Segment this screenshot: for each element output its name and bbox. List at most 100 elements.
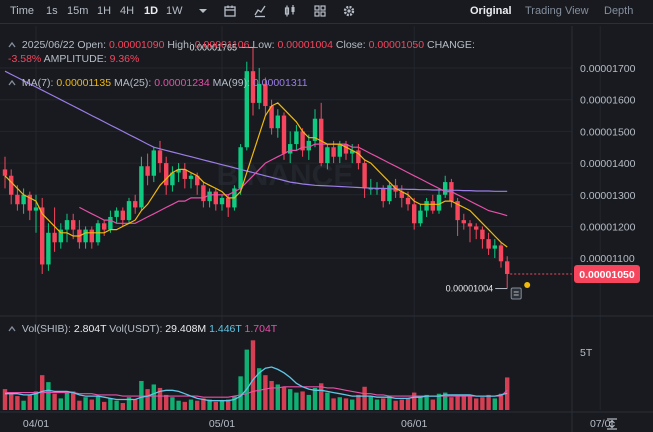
ma99-value: 0.00001311 <box>252 77 308 89</box>
interval-1w[interactable]: 1W <box>166 5 183 17</box>
volume-bar-62 <box>387 396 392 410</box>
price-axis[interactable]: 0.00001700 0.00001600 0.00001500 0.00001400… <box>580 63 636 359</box>
book-icon-frame <box>510 287 522 300</box>
volume-bar-67 <box>418 396 423 410</box>
candle-body-79 <box>492 245 497 249</box>
price-tick-label-6: 0.00001100 <box>580 253 635 265</box>
candle-body-31 <box>195 175 200 186</box>
watermark-text: BINANCE <box>217 159 354 192</box>
volume-bar-79 <box>492 398 497 410</box>
price-tick-label-0: 0.00001700 <box>580 63 636 75</box>
volume-bar-33 <box>207 399 212 410</box>
candle-body-48 <box>300 131 305 151</box>
ohlc-legend-row2: -3.58% AMPLITUDE: 9.36% <box>8 53 139 65</box>
volume-bar-48 <box>300 391 305 410</box>
candle-body-2 <box>15 194 20 205</box>
interval-15m[interactable]: 15m <box>67 5 89 17</box>
ohlc-amplitude-value: 9.36% <box>109 53 140 65</box>
volume-bar-27 <box>170 397 175 410</box>
volume-bar-29 <box>182 401 187 410</box>
ohlc-change-value: -3.58% <box>8 53 42 65</box>
volume-bar-18 <box>114 400 119 410</box>
candle-body-52 <box>325 147 330 164</box>
volume-bar-47 <box>294 392 299 410</box>
last-price-label: 0.00001050 <box>579 269 635 281</box>
candle-body-43 <box>269 106 274 129</box>
volume-bar-28 <box>176 400 181 410</box>
candle-body-27 <box>170 172 175 186</box>
candle-body-67 <box>418 210 423 224</box>
high-marker-label: 0.00001765 <box>189 42 237 52</box>
view-tradingview-tab[interactable]: Trading View <box>525 5 589 17</box>
volume-bar-10 <box>64 392 70 410</box>
interval-more-icon[interactable] <box>196 4 210 18</box>
volume-bar-40 <box>250 340 256 410</box>
volume-bar-58 <box>362 386 367 410</box>
volume-bar-17 <box>108 398 113 410</box>
volume-bar-26 <box>164 394 169 410</box>
candle-body-45 <box>281 115 287 154</box>
candle-body-46 <box>288 144 293 154</box>
candle-body-69 <box>430 201 435 211</box>
candle-body-50 <box>312 118 318 141</box>
ma25-value: 0.00001234 <box>154 77 210 89</box>
volume-bar-74 <box>461 394 466 410</box>
volume-bar-51 <box>319 383 324 410</box>
settings-gear-icon[interactable] <box>342 4 356 18</box>
ohlc-change-label: CHANGE: <box>427 39 475 51</box>
volume-bar-19 <box>120 403 125 410</box>
interval-4h[interactable]: 4H <box>120 5 135 17</box>
candle-body-75 <box>467 223 473 227</box>
volume-bar-52 <box>325 392 330 410</box>
layout-grid-icon[interactable] <box>313 4 327 18</box>
volume-bar-4 <box>27 394 32 410</box>
view-depth-tab[interactable]: Depth <box>604 5 634 17</box>
price-tick-label-5: 0.00001200 <box>580 221 636 233</box>
ohlc-legend-row1: 2025/06/22 Open: 0.00001090 High: 0.0000… <box>8 39 475 51</box>
view-original-tab[interactable]: Original <box>470 5 512 17</box>
interval-1h[interactable]: 1H <box>97 5 112 17</box>
candle-body-34 <box>213 191 218 205</box>
calendar-icon[interactable] <box>223 4 237 18</box>
candle-body-58 <box>362 163 367 189</box>
realtime-dot <box>524 281 531 288</box>
volume-bars <box>2 340 510 410</box>
interval-1d[interactable]: 1D <box>144 5 159 17</box>
candle-body-1 <box>9 175 14 195</box>
candle-body-14 <box>89 229 94 243</box>
volume-bar-13 <box>83 397 88 410</box>
volume-bar-31 <box>195 400 200 410</box>
candle-body-44 <box>275 115 280 129</box>
collapse-volume-icon[interactable] <box>8 325 16 333</box>
price-tick-label-1: 0.00001600 <box>580 95 636 107</box>
chart-toolbar: Time 1s 15m 1H 4H 1D 1W Original Trading… <box>0 0 653 24</box>
candle-body-8 <box>52 232 57 243</box>
interval-1s[interactable]: 1s <box>46 5 58 17</box>
price-tick-label-2: 0.00001500 <box>580 126 636 138</box>
candle-body-3 <box>21 194 26 205</box>
indicator-icon[interactable] <box>253 4 267 18</box>
candle-body-54 <box>337 144 342 157</box>
candle-body-28 <box>176 169 181 173</box>
interval-time[interactable]: Time <box>10 5 35 17</box>
ohlc-low-value: 0.00001004 <box>277 39 333 51</box>
volume-bar-2 <box>15 396 20 410</box>
collapse-legend-icon[interactable] <box>8 41 16 49</box>
ohlc-open-label: Open: <box>77 39 107 51</box>
collapse-ma-icon[interactable] <box>8 79 16 87</box>
candle-body-33 <box>207 191 212 202</box>
candle-body-25 <box>157 150 163 164</box>
volume-bar-15 <box>95 396 101 410</box>
ma25-label: MA(25): <box>113 77 152 89</box>
volume-bar-53 <box>331 398 336 410</box>
candle-type-icon[interactable] <box>283 4 297 18</box>
volume-bar-9 <box>58 398 63 410</box>
ohlc-low-label: Low: <box>252 39 275 51</box>
time-axis[interactable]: 04/01 05/01 06/01 07/0 <box>23 418 617 430</box>
volume-bar-46 <box>288 389 293 410</box>
volume-bar-78 <box>486 394 491 410</box>
time-tick-label-0: 04/01 <box>23 418 49 430</box>
candle-body-18 <box>114 210 119 217</box>
candle-body-36 <box>226 197 231 208</box>
